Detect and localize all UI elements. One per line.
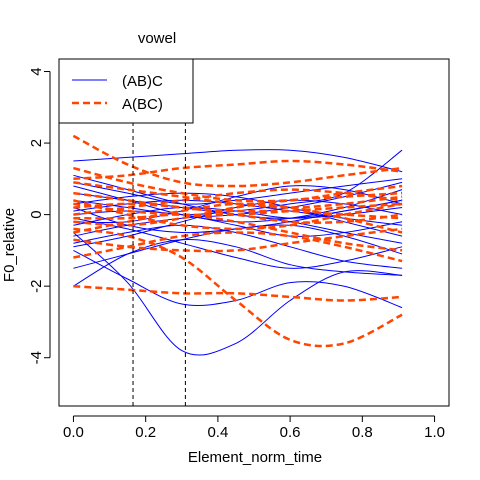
series-a-bc-curve-11 bbox=[73, 199, 403, 231]
plot-frame bbox=[58, 58, 450, 407]
y-tick-label-0: -4 bbox=[28, 351, 45, 364]
series-layer bbox=[72, 134, 403, 356]
x-axis-label: Element_norm_time bbox=[188, 449, 322, 466]
series-ab-c-curve-19 bbox=[73, 199, 403, 248]
x-tick-label-2: 0.4 bbox=[207, 424, 228, 441]
x-tick-label-3: 0.6 bbox=[280, 424, 301, 441]
series-ab-c-curve-2 bbox=[73, 232, 403, 356]
x-tick-label-0: 0.0 bbox=[63, 424, 84, 441]
series-ab-c-curve-17 bbox=[73, 217, 403, 269]
x-tick-label-5: 1.0 bbox=[424, 424, 445, 441]
series-ab-c-curve-14 bbox=[73, 192, 403, 237]
series-ab-c-curve-16 bbox=[73, 185, 403, 223]
y-tick-label-3: 2 bbox=[28, 139, 45, 147]
y-axis-label: F0_relative bbox=[1, 208, 18, 282]
series-a-bc-curve-9 bbox=[73, 231, 403, 263]
x-tick-label-1: 0.2 bbox=[135, 424, 156, 441]
y-tick-label-4: 4 bbox=[28, 67, 45, 75]
legend-label-ab-c: (AB)C bbox=[122, 73, 163, 90]
legend-label-a-bc: A(BC) bbox=[122, 96, 163, 113]
series-ab-c-curve-15 bbox=[73, 181, 403, 237]
series-a-bc-curve-0 bbox=[72, 134, 403, 188]
series-a-bc-curve-3 bbox=[73, 227, 403, 348]
x-tick-label-4: 0.8 bbox=[352, 424, 373, 441]
series-a-bc-curve-12 bbox=[73, 202, 403, 234]
legend: (AB)C A(BC) bbox=[58, 58, 194, 124]
chart-title: vowel bbox=[138, 30, 176, 47]
series-ab-c-curve-0 bbox=[73, 149, 403, 173]
series-ab-c-curve-11 bbox=[73, 210, 403, 237]
axes: 0.0 0.2 0.4 0.6 0.8 1.0 -4 -2 0 2 4 bbox=[28, 67, 445, 441]
y-tick-label-2: 0 bbox=[28, 210, 45, 218]
legend-box bbox=[58, 58, 194, 124]
y-tick-label-1: -2 bbox=[28, 279, 45, 292]
series-a-bc-curve-13 bbox=[73, 166, 403, 203]
